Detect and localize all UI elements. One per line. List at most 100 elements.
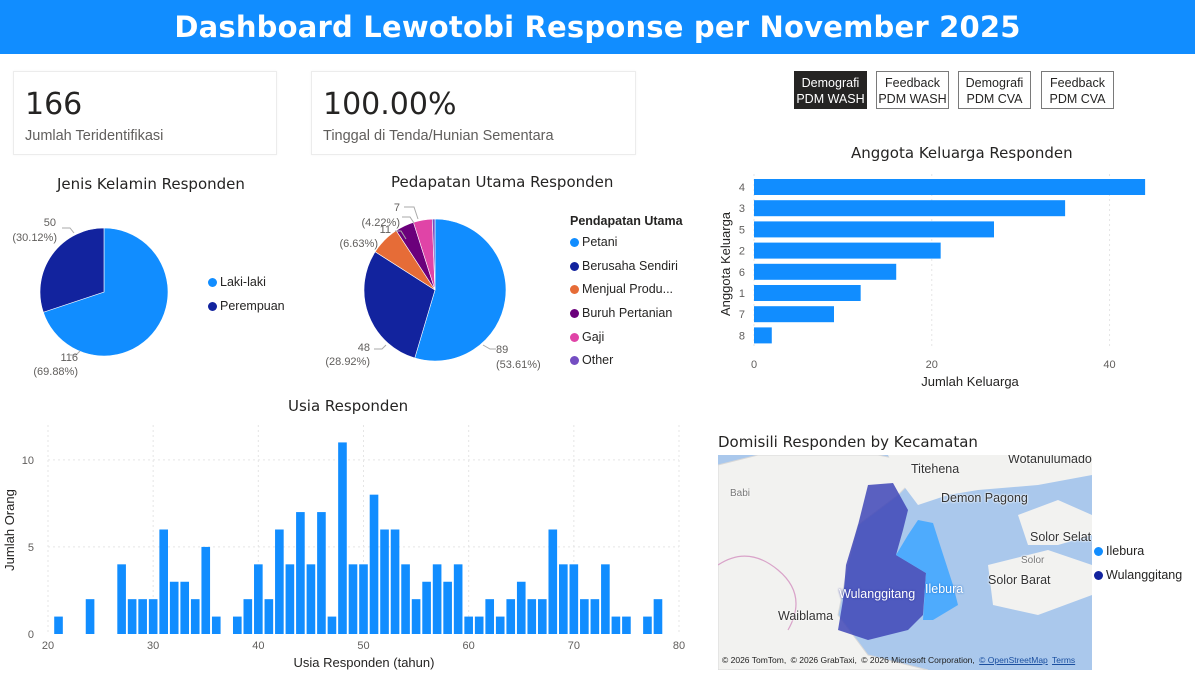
legend-item-gaji[interactable]: Gaji [570,330,604,344]
bar-age-53[interactable] [390,529,400,635]
bar-age-78[interactable] [653,599,663,634]
bar-8[interactable] [754,327,772,344]
bar-1[interactable] [754,285,861,301]
bar-age-62[interactable] [485,599,495,634]
x-tick-label: 60 [463,640,475,652]
bar-5[interactable] [754,221,994,238]
pie-slice-petani[interactable] [414,218,507,362]
bar-age-27[interactable] [117,564,126,634]
bar-age-38[interactable] [232,616,242,634]
bar-age-73[interactable] [601,564,610,634]
bar-age-67[interactable] [537,599,547,634]
bar-age-50[interactable] [359,564,368,634]
bar-age-39[interactable] [243,599,253,634]
y-tick-label: 5 [739,224,745,236]
bar-age-29[interactable] [138,599,147,634]
bar-age-65[interactable] [516,581,526,634]
bar-age-58[interactable] [443,581,452,634]
pie-slice-other[interactable] [431,218,436,291]
bar-age-56[interactable] [422,581,431,634]
nav-button-feedback-pdm-cva[interactable]: Feedback PDM CVA [1041,71,1114,109]
bar-2[interactable] [754,242,941,259]
bar-age-28[interactable] [127,599,137,634]
map-credit: © 2026 GrabTaxi, [790,655,857,665]
pie-slice-laki-laki[interactable] [42,227,169,357]
legend-item-laki-laki[interactable]: Laki-laki [208,275,266,289]
kpi-card-shelter[interactable]: 100.00% Tinggal di Tenda/Hunian Sementar… [311,71,636,155]
bar-7[interactable] [754,306,834,323]
bar-age-41[interactable] [264,599,274,634]
legend-item-petani[interactable]: Petani [570,235,617,249]
bar-age-68[interactable] [548,529,558,635]
wulanggitang-region[interactable] [838,483,926,640]
bar-age-55[interactable] [411,599,421,634]
pie-slice-perempuan[interactable] [39,227,105,313]
nav-button-demografi-pdm-wash[interactable]: Demografi PDM WASH [794,71,867,109]
bar-age-75[interactable] [622,616,631,634]
legend-item-berusaha-sendiri[interactable]: Berusaha Sendiri [570,259,678,273]
bar-age-63[interactable] [495,616,505,634]
bar-age-77[interactable] [643,616,652,634]
pie-data-label: 48 [358,342,370,354]
bar-4[interactable] [754,179,1146,195]
bar-age-21[interactable] [54,616,63,634]
bar-age-74[interactable] [611,616,621,634]
income-pie-chart[interactable]: 7 (4.22%) 11 (6.63%) 48 (28.92%) 89 (53.… [300,195,560,385]
bar-age-40[interactable] [254,564,263,634]
legend-item-perempuan[interactable]: Perempuan [208,299,285,313]
bar-age-51[interactable] [369,494,379,634]
bar-age-45[interactable] [306,564,316,634]
kpi-card-identified[interactable]: 166 Jumlah Teridentifikasi [13,71,277,155]
bar-age-60[interactable] [464,616,473,634]
bar-age-54[interactable] [401,564,410,634]
bar-age-42[interactable] [275,529,284,635]
bar-age-49[interactable] [348,564,358,634]
bar-age-46[interactable] [317,512,326,634]
nav-button-line2: PDM WASH [796,92,865,106]
legend-item-other[interactable]: Other [570,353,613,367]
kecamatan-map[interactable]: Titehena Wotanulumado Babi Demon Pagong … [718,455,1092,670]
x-axis-label: Usia Responden (tahun) [294,655,435,670]
legend-label: Laki-laki [220,275,266,289]
bar-age-33[interactable] [180,581,190,634]
legend-dot [208,301,217,311]
bar-age-24[interactable] [85,599,95,634]
bar-age-32[interactable] [169,581,179,634]
bar-age-70[interactable] [569,564,579,634]
pie-slice-berusaha-sendiri[interactable] [363,251,436,359]
legend-item-wulanggitang[interactable]: Wulanggitang [1094,568,1182,582]
bar-age-31[interactable] [159,529,168,635]
bar-age-57[interactable] [432,564,442,634]
bar-age-52[interactable] [380,529,389,635]
bar-age-47[interactable] [327,616,337,634]
bar-age-66[interactable] [527,599,537,634]
legend-item-buruh-pertanian[interactable]: Buruh Pertanian [570,306,672,320]
nav-button-feedback-pdm-wash[interactable]: Feedback PDM WASH [876,71,949,109]
household-bar-chart[interactable]: Anggota Keluarga Jumlah Keluarga 4 3 5 2 6 1 7… [710,170,1160,395]
map-credit-link[interactable]: © OpenStreetMap [979,655,1048,665]
bar-age-48[interactable] [338,442,347,634]
legend-item-ilebura[interactable]: Ilebura [1094,544,1144,558]
bar-age-36[interactable] [211,616,221,634]
bar-6[interactable] [754,263,897,280]
bar-age-34[interactable] [190,599,200,634]
age-bar-chart[interactable]: Jumlah Orang Usia Responden (tahun) 0 5 10… [0,420,700,673]
bar-age-30[interactable] [148,599,158,634]
bar-3[interactable] [754,200,1066,217]
nav-button-demografi-pdm-cva[interactable]: Demografi PDM CVA [958,71,1031,109]
bar-age-59[interactable] [453,564,463,634]
y-tick-label: 5 [28,542,34,554]
bar-age-43[interactable] [285,564,295,634]
map-terms-link[interactable]: Terms [1052,655,1076,665]
legend-label: Other [582,353,614,367]
bar-age-71[interactable] [580,599,589,634]
gender-pie-chart[interactable]: 50 (30.12%) 116 (69.88%) [0,195,200,385]
bar-age-64[interactable] [506,599,516,634]
bar-age-35[interactable] [201,546,211,634]
bar-age-72[interactable] [590,599,600,634]
bar-age-44[interactable] [296,512,305,634]
legend-item-menjual-produk[interactable]: Menjual Produ... [570,282,673,296]
bar-age-61[interactable] [474,616,484,634]
bar-age-69[interactable] [559,564,568,634]
ilebura-region[interactable] [896,520,958,620]
